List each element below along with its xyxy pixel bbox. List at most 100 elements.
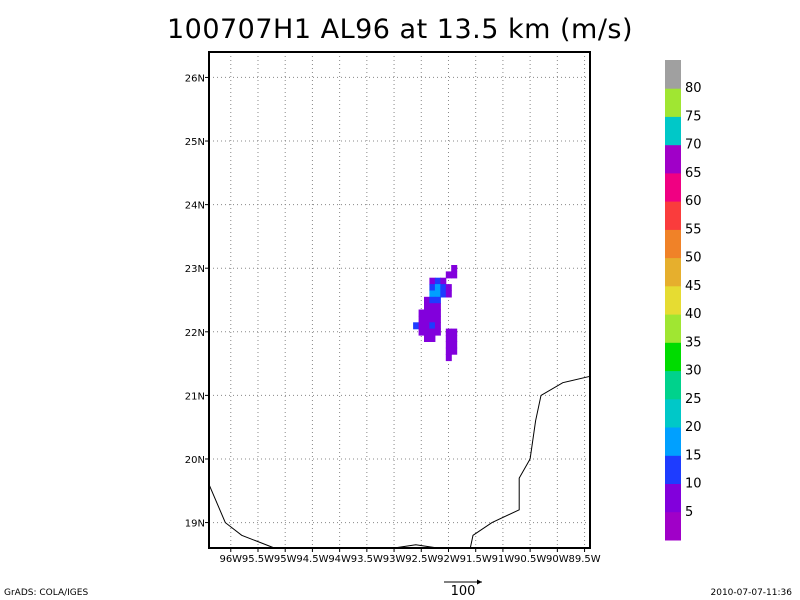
wind-cell: [445, 290, 452, 298]
y-tick-label: 19N: [185, 519, 205, 530]
colorbar-swatch: [665, 201, 681, 230]
x-tick-label: 91W: [492, 554, 515, 565]
colorbar-swatch: [665, 144, 681, 174]
colorbar-label: 65: [685, 166, 702, 181]
y-tick-label: 25N: [185, 137, 205, 148]
wind-cell: [445, 341, 452, 349]
wind-cell: [445, 328, 452, 336]
colorbar-swatch: [665, 172, 681, 202]
chart-title: 100707H1 AL96 at 13.5 km (m/s): [166, 14, 634, 45]
wind-cell: [429, 277, 436, 285]
wind-cell: [429, 290, 436, 298]
colorbar-label: 40: [685, 307, 702, 322]
wind-cell: [418, 315, 425, 323]
coastlines: [208, 375, 591, 549]
wind-cell: [451, 328, 458, 336]
colorbar-swatch: [665, 60, 681, 89]
colorbar-swatch: [665, 314, 681, 343]
coastline: [394, 544, 438, 549]
wind-cell: [445, 335, 452, 342]
colorbar-label: 70: [685, 138, 702, 153]
colorbar-label: 45: [685, 279, 702, 294]
wind-cell: [429, 284, 436, 292]
colorbar-label: 10: [685, 477, 702, 492]
coastline: [208, 484, 275, 549]
x-tick-label: 89.5W: [568, 554, 600, 565]
colorbar-label: 55: [685, 222, 702, 237]
colorbar-swatch: [665, 455, 681, 484]
wind-cell: [424, 309, 430, 317]
y-tick-label: 22N: [185, 328, 205, 339]
wind-cell: [429, 296, 436, 304]
wind-cell: [434, 296, 441, 304]
wind-cell: [418, 328, 425, 336]
reference-vector: [444, 579, 482, 585]
x-tick-label: 92.5W: [405, 554, 437, 565]
x-tick-label: 92W: [437, 554, 460, 565]
colorbar-swatch: [665, 116, 681, 146]
wind-cell: [434, 309, 441, 317]
wind-cell: [445, 354, 452, 362]
wind-cell: [424, 296, 430, 304]
colorbar-label: 75: [685, 110, 702, 125]
colorbar-swatch: [665, 370, 681, 400]
wind-cell: [424, 315, 430, 323]
wind-cell: [429, 303, 436, 311]
y-axis: 19N 20N 21N 22N 23N 24N 25N 26N: [185, 73, 209, 530]
colorbar-label: 35: [685, 335, 702, 350]
wind-cell: [424, 328, 430, 336]
wind-cell: [451, 341, 458, 349]
colorbar-swatch: [665, 257, 681, 287]
colorbar-label: 80: [685, 81, 702, 96]
x-tick-label: 95W: [274, 554, 297, 565]
y-tick-label: 23N: [185, 264, 205, 275]
wind-cell: [429, 309, 436, 317]
wind-cell: [434, 315, 441, 323]
y-tick-label: 21N: [185, 391, 205, 402]
colorbar-swatch: [665, 229, 681, 259]
colorbar-swatch: [665, 285, 681, 315]
x-tick-label: 93.5W: [351, 554, 383, 565]
wind-cell: [434, 322, 441, 330]
x-tick-label: 95.5W: [242, 554, 274, 565]
wind-cell: [434, 284, 441, 292]
wind-cell: [451, 271, 458, 279]
colorbar-swatch: [665, 483, 681, 513]
reference-vector-head: [477, 579, 482, 585]
wind-cell: [434, 290, 441, 298]
x-tick-label: 90.5W: [514, 554, 546, 565]
wind-cell: [429, 315, 436, 323]
footer-credit: GrADS: COLA/IGES: [4, 588, 89, 598]
x-tick-label: 91.5W: [460, 554, 492, 565]
wind-cell: [445, 347, 452, 355]
colorbar-label: 25: [685, 392, 702, 407]
colorbar-swatch: [665, 511, 681, 541]
footer-timestamp: 2010-07-07-11:36: [710, 588, 793, 598]
wind-cell: [440, 290, 447, 298]
x-tick-label: 94W: [328, 554, 351, 565]
wind-cell: [429, 328, 436, 336]
wind-cell: [451, 265, 458, 272]
colorbar-label: 60: [685, 194, 702, 209]
colorbar-swatch: [665, 427, 681, 456]
colorbar-label: 30: [685, 364, 702, 379]
x-tick-label: 94.5W: [296, 554, 328, 565]
y-tick-label: 24N: [185, 201, 205, 212]
x-tick-label: 90W: [546, 554, 569, 565]
wind-cells: [413, 265, 458, 362]
x-tick-label: 96W: [219, 554, 242, 565]
wind-cell: [445, 284, 452, 292]
y-tick-label: 20N: [185, 455, 205, 466]
plot-frame: [208, 51, 591, 549]
wind-cell: [418, 309, 425, 317]
x-axis: 96W 95.5W 95W 94.5W 94W 93.5W 93W 92.5W 92W 91.5W…: [219, 548, 601, 565]
wind-cell: [434, 303, 441, 311]
wind-cell: [451, 347, 458, 355]
colorbar-swatch: [665, 88, 681, 117]
wind-cell: [418, 322, 425, 330]
x-tick-label: 93W: [383, 554, 406, 565]
reference-vector-label: 100: [450, 584, 476, 599]
wind-cell: [451, 335, 458, 342]
wind-cell: [434, 277, 441, 285]
